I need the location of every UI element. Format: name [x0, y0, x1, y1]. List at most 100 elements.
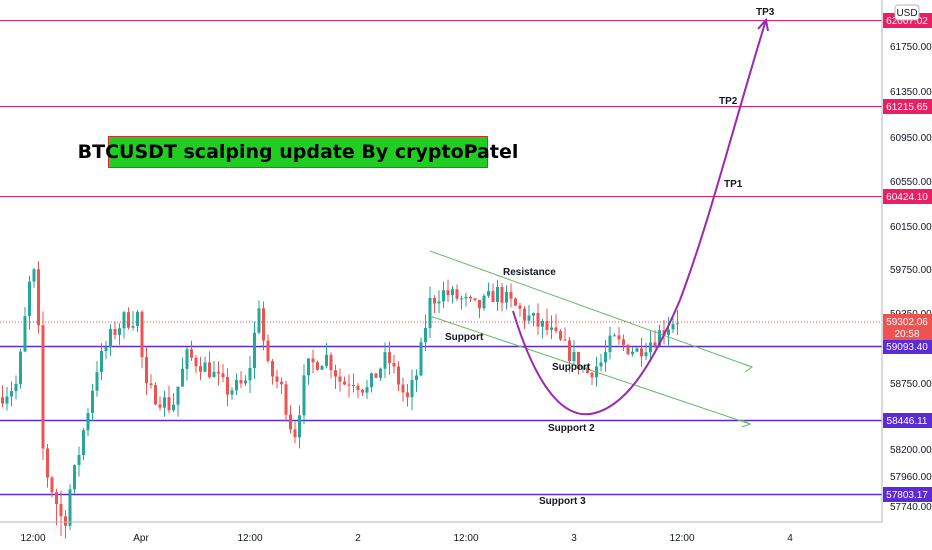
candle-body — [235, 380, 238, 391]
candle-body — [554, 327, 558, 332]
candle-body — [433, 297, 436, 304]
candle-body — [82, 430, 85, 456]
price-tick-label: 60150.00 — [890, 222, 932, 233]
time-tick-label: 3 — [571, 533, 577, 544]
candle-body — [46, 448, 49, 478]
candle-body — [185, 349, 189, 369]
candle-body — [379, 368, 382, 378]
candle-body — [244, 380, 247, 384]
level-price-text: 61215.65 — [886, 102, 928, 113]
candle-body — [604, 352, 607, 363]
candle-body — [95, 372, 99, 391]
candle-body — [158, 404, 162, 408]
time-tick-label: 12:00 — [669, 533, 694, 544]
candle-body — [343, 381, 346, 385]
candle-body — [662, 330, 666, 335]
candle-body — [284, 384, 288, 415]
candle-body — [487, 291, 490, 296]
level-price-tag — [883, 339, 932, 354]
chart-title: BTCUSDT scalping update By cryptoPatel — [77, 141, 519, 163]
time-tick-label: 2 — [355, 533, 361, 544]
time-tick-label: 12:00 — [237, 533, 262, 544]
candle-body — [280, 381, 283, 385]
price-tick-label: 60550.00 — [890, 177, 932, 188]
candle-body — [658, 330, 661, 346]
candle-body — [338, 376, 342, 382]
channel-upper-arrowhead — [743, 363, 754, 373]
candle-body — [167, 397, 171, 411]
candle-body — [28, 281, 31, 317]
candle-body — [649, 342, 652, 353]
candle-body — [307, 358, 310, 376]
candle-body — [622, 339, 625, 345]
price-tick-label: 61750.00 — [890, 42, 932, 53]
candle-body — [608, 335, 612, 353]
candle-body — [289, 414, 292, 430]
candle-body — [527, 315, 531, 321]
candle-body — [194, 357, 198, 367]
candle-body — [23, 316, 27, 352]
candle-body — [203, 362, 207, 372]
candle-body — [329, 354, 333, 371]
candle-body — [469, 296, 472, 299]
candle-body — [226, 377, 229, 395]
candle-body — [572, 352, 576, 362]
candle-body — [509, 291, 513, 299]
annotation-tp2: TP2 — [719, 96, 738, 107]
candle-body — [86, 412, 90, 431]
candle-body — [212, 371, 216, 378]
projection-arrowhead — [757, 17, 769, 32]
time-tick-label: Apr — [133, 533, 149, 544]
candle-body — [388, 352, 391, 363]
candle-body — [248, 367, 252, 381]
candle-body — [446, 290, 450, 296]
candle-body — [496, 286, 499, 303]
candle-body — [14, 383, 18, 392]
candle-body — [298, 415, 301, 438]
candle-body — [149, 383, 153, 386]
candle-body — [55, 492, 58, 504]
candle-body — [613, 335, 616, 337]
candle-body — [118, 328, 121, 335]
candle-body — [383, 352, 387, 369]
candle-body — [109, 329, 112, 348]
annotation-tp3: TP3 — [756, 7, 775, 18]
candle-body — [136, 311, 139, 327]
candle-body — [172, 404, 175, 411]
candle-body — [370, 373, 373, 388]
candle-body — [442, 290, 445, 302]
price-tick-label: 61350.00 — [890, 87, 932, 98]
candle-body — [5, 396, 9, 404]
candle-body — [50, 477, 54, 493]
candle-body — [437, 301, 441, 304]
candle-body — [410, 379, 414, 398]
candle-body — [653, 342, 657, 346]
candle-body — [428, 297, 432, 329]
annotation-tp1: TP1 — [724, 179, 743, 190]
candle-body — [127, 312, 130, 328]
title-box: BTCUSDT scalping update By cryptoPatel — [78, 136, 518, 168]
price-tick-label: 57740.00 — [890, 502, 932, 513]
candle-body — [266, 340, 270, 361]
currency-badge[interactable] — [894, 4, 920, 21]
level-price-text: 58446.11 — [887, 416, 928, 427]
candle-body — [199, 366, 202, 372]
time-tick-label: 12:00 — [20, 533, 45, 544]
candle-body — [419, 342, 423, 376]
candle-body — [91, 390, 94, 413]
candle-body — [325, 354, 328, 367]
candle-body — [586, 367, 589, 373]
candle-body — [64, 516, 67, 526]
candle-body — [500, 286, 504, 303]
candle-body — [401, 384, 405, 393]
candle-body — [365, 387, 369, 393]
candle-body — [559, 331, 562, 340]
candle-body — [37, 269, 40, 326]
candle-body — [631, 351, 634, 355]
level-price-tag — [883, 189, 932, 204]
candle-body — [617, 335, 621, 340]
candle-body — [140, 311, 144, 358]
candle-body — [640, 348, 643, 357]
candle-body — [361, 389, 364, 393]
